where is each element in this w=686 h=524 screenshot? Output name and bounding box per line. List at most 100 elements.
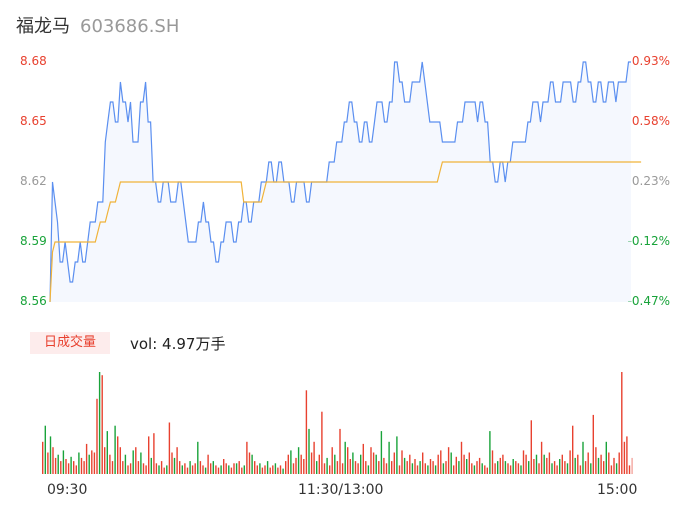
- volume-bar: [608, 452, 610, 474]
- volume-bar: [538, 463, 540, 474]
- volume-bar: [597, 457, 600, 474]
- y-price-label: 8.62: [20, 174, 47, 188]
- volume-bar: [158, 465, 160, 474]
- volume-bar: [450, 452, 452, 474]
- volume-bar: [349, 459, 351, 474]
- volume-bar: [424, 463, 426, 474]
- volume-bar: [440, 450, 442, 474]
- volume-bar: [354, 461, 357, 474]
- volume-bar: [460, 441, 463, 474]
- volume-bar: [432, 461, 434, 474]
- volume-bar: [166, 465, 168, 474]
- volume-bar: [114, 425, 116, 474]
- volume-bar: [292, 463, 295, 474]
- volume-bar: [502, 454, 504, 474]
- volume-bar: [484, 465, 486, 474]
- volume-bar: [73, 461, 75, 474]
- volume-bar: [313, 441, 315, 474]
- volume-bar: [217, 467, 220, 474]
- volume-bar: [145, 465, 147, 474]
- volume-bar: [339, 428, 341, 474]
- volume-bar: [132, 450, 134, 474]
- volume-bar: [93, 452, 96, 474]
- y-price-label: 8.65: [20, 114, 47, 128]
- volume-bar: [411, 463, 414, 474]
- volume-bar: [153, 433, 155, 474]
- volume-bar: [290, 450, 292, 474]
- volume-bar: [277, 467, 279, 474]
- volume-bar: [142, 463, 145, 474]
- volume-bar: [422, 452, 424, 474]
- volume-bar: [489, 431, 491, 474]
- volume-bar: [463, 454, 465, 474]
- x-time-label: 15:00: [597, 482, 638, 498]
- volume-bar: [274, 463, 277, 474]
- volume-bar: [96, 398, 98, 474]
- volume-bar: [481, 463, 483, 474]
- y-pct-label: -0.47%: [627, 294, 670, 308]
- volume-bar: [548, 452, 551, 474]
- volume-bar: [372, 452, 375, 474]
- volume-bar: [504, 461, 507, 474]
- volume-bar: [486, 467, 488, 474]
- volume-bar: [238, 461, 240, 474]
- volume-bar: [478, 457, 481, 474]
- volume-bar: [179, 461, 181, 474]
- y-price-label: 8.59: [20, 234, 47, 248]
- volume-bar: [600, 454, 602, 474]
- volume-bar: [468, 452, 470, 474]
- volume-bar: [455, 456, 457, 474]
- volume-bar: [615, 463, 618, 474]
- volume-bar: [618, 452, 620, 474]
- volume-bar: [429, 459, 432, 474]
- volume-bar: [246, 441, 248, 474]
- volume-bar: [119, 447, 121, 474]
- volume-bar: [78, 452, 80, 474]
- volume-bar: [323, 463, 326, 474]
- volume-bar: [197, 441, 199, 474]
- volume-bar: [191, 465, 194, 474]
- volume-bar: [137, 461, 140, 474]
- stock-title: 福龙马 603686.SH: [16, 12, 179, 38]
- volume-bar: [194, 463, 196, 474]
- volume-bar: [259, 463, 261, 474]
- volume-bar: [215, 465, 217, 474]
- volume-bar: [473, 465, 476, 474]
- volume-bar: [104, 447, 106, 474]
- volume-bar: [230, 467, 233, 474]
- volume-bar: [416, 465, 419, 474]
- volume-bar: [279, 465, 282, 474]
- volume-bar: [517, 463, 520, 474]
- volume-bar: [582, 441, 584, 474]
- volume-bar: [140, 452, 142, 474]
- x-time-label: 09:30: [47, 482, 88, 498]
- volume-bar: [569, 450, 571, 474]
- volume-bar: [398, 465, 401, 474]
- volume-bar: [326, 457, 328, 474]
- volume-bar: [129, 463, 132, 474]
- volume-bar: [540, 441, 543, 474]
- volume-bar: [297, 447, 300, 474]
- volume-bar: [62, 450, 65, 474]
- volume-bar: [494, 463, 496, 474]
- volume-bar: [631, 457, 633, 474]
- volume-bar: [419, 461, 421, 474]
- volume-bar: [497, 461, 499, 474]
- volume-bar: [572, 425, 574, 474]
- volume-bar: [124, 454, 127, 474]
- volume-bar: [321, 411, 323, 474]
- volume-bar: [453, 465, 455, 474]
- volume-bar: [579, 465, 582, 474]
- volume-bar: [163, 467, 165, 474]
- volume-bar: [525, 454, 527, 474]
- volume-bar: [543, 454, 545, 474]
- volume-bar: [83, 461, 85, 474]
- volume-bar: [189, 461, 191, 474]
- average-price-line: [49, 161, 642, 303]
- volume-bar: [233, 463, 235, 474]
- volume-bar: [329, 465, 331, 474]
- volume-bar: [65, 459, 67, 474]
- volume-bar: [272, 465, 274, 474]
- volume-bar: [285, 461, 287, 474]
- volume-bar: [406, 461, 408, 474]
